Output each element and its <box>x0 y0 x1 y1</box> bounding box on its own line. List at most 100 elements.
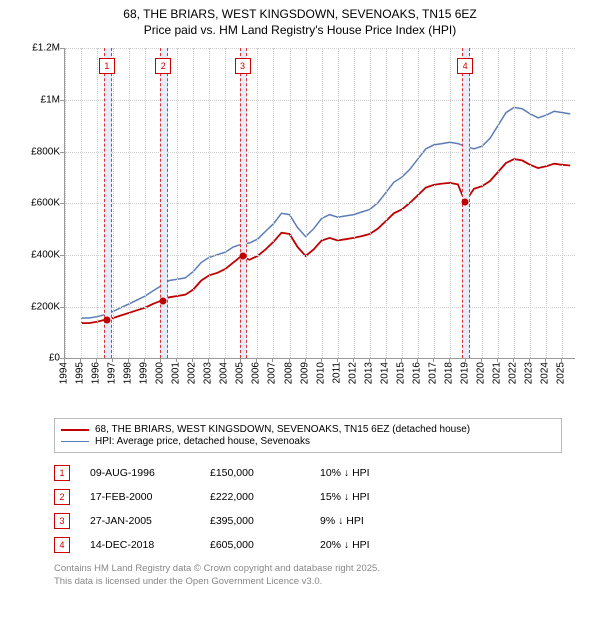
row-delta: 15% ↓ HPI <box>320 491 562 503</box>
sale-band <box>104 48 112 358</box>
x-tick-label: 2001 <box>171 362 182 384</box>
x-tick-label: 1996 <box>91 362 102 384</box>
table-row: 327-JAN-2005£395,0009% ↓ HPI <box>54 509 562 533</box>
row-marker: 1 <box>54 465 70 481</box>
x-gridline <box>129 48 130 358</box>
row-marker: 4 <box>54 537 70 553</box>
row-price: £605,000 <box>210 539 320 551</box>
x-gridline <box>498 48 499 358</box>
y-tick-mark <box>60 100 64 101</box>
x-tick-label: 1995 <box>75 362 86 384</box>
x-tick-label: 1999 <box>139 362 150 384</box>
y-tick-label: £0 <box>20 353 60 364</box>
legend-label: HPI: Average price, detached house, Seve… <box>95 436 310 447</box>
table-row: 217-FEB-2000£222,00015% ↓ HPI <box>54 485 562 509</box>
row-date: 17-FEB-2000 <box>90 491 210 503</box>
x-tick-label: 2016 <box>411 362 422 384</box>
plot-area: 1 2 3 4 <box>64 48 575 359</box>
x-gridline <box>450 48 451 358</box>
x-gridline <box>65 48 66 358</box>
x-gridline <box>145 48 146 358</box>
x-gridline <box>562 48 563 358</box>
table-row: 1 09-AUG-1996£150,00010% ↓ HPI <box>54 461 562 485</box>
sale-band <box>160 48 168 358</box>
x-tick-label: 2023 <box>524 362 535 384</box>
x-gridline <box>257 48 258 358</box>
price-chart: 1234 £0£200K£400K£600K£800K£1M£1.2M19941… <box>20 42 580 412</box>
y-tick-label: £400K <box>20 250 60 261</box>
sale-price-point <box>160 298 167 305</box>
y-tick-mark <box>60 48 64 49</box>
legend-label: 68, THE BRIARS, WEST KINGSDOWN, SEVENOAK… <box>95 424 470 435</box>
x-tick-label: 2002 <box>187 362 198 384</box>
x-tick-label: 2021 <box>492 362 503 384</box>
x-gridline <box>193 48 194 358</box>
x-gridline <box>209 48 210 358</box>
y-tick-mark <box>60 203 64 204</box>
x-tick-label: 2020 <box>475 362 486 384</box>
x-tick-label: 2011 <box>331 362 342 384</box>
x-gridline <box>402 48 403 358</box>
x-gridline <box>81 48 82 358</box>
x-gridline <box>273 48 274 358</box>
row-delta: 10% ↓ HPI <box>320 467 562 479</box>
legend-item: 68, THE BRIARS, WEST KINGSDOWN, SEVENOAK… <box>61 424 555 435</box>
row-price: £150,000 <box>210 467 320 479</box>
x-tick-label: 2003 <box>203 362 214 384</box>
row-delta: 9% ↓ HPI <box>320 515 562 527</box>
y-tick-label: £800K <box>20 146 60 157</box>
legend-item: HPI: Average price, detached house, Seve… <box>61 436 555 447</box>
series-line <box>81 159 570 323</box>
sale-marker: 1 <box>99 58 115 74</box>
x-tick-label: 2025 <box>556 362 567 384</box>
y-tick-mark <box>60 255 64 256</box>
x-gridline <box>370 48 371 358</box>
y-tick-label: £1.2M <box>20 43 60 54</box>
table-row: 4 14-DEC-2018£605,00020% ↓ HPI <box>54 533 562 557</box>
x-gridline <box>338 48 339 358</box>
x-tick-label: 1998 <box>123 362 134 384</box>
x-tick-label: 2009 <box>299 362 310 384</box>
x-gridline <box>322 48 323 358</box>
x-tick-label: 2012 <box>347 362 358 384</box>
sale-price-point <box>103 316 110 323</box>
x-tick-label: 2005 <box>235 362 246 384</box>
x-gridline <box>225 48 226 358</box>
x-gridline <box>546 48 547 358</box>
x-tick-label: 2019 <box>459 362 470 384</box>
row-price: £222,000 <box>210 491 320 503</box>
legend-swatch <box>61 429 89 431</box>
x-tick-label: 2007 <box>267 362 278 384</box>
x-gridline <box>386 48 387 358</box>
sale-marker: 4 <box>457 58 473 74</box>
y-tick-mark <box>60 307 64 308</box>
y-tick-mark <box>60 152 64 153</box>
y-tick-label: £1M <box>20 95 60 106</box>
sale-band <box>240 48 248 358</box>
title-line-2: Price paid vs. HM Land Registry's House … <box>144 23 456 37</box>
x-tick-label: 2024 <box>540 362 551 384</box>
x-tick-label: 2018 <box>443 362 454 384</box>
row-delta: 20% ↓ HPI <box>320 539 562 551</box>
title-line-1: 68, THE BRIARS, WEST KINGSDOWN, SEVENOAK… <box>123 7 476 21</box>
y-tick-label: £600K <box>20 198 60 209</box>
x-gridline <box>530 48 531 358</box>
x-tick-label: 2000 <box>155 362 166 384</box>
chart-title: 68, THE BRIARS, WEST KINGSDOWN, SEVENOAK… <box>10 6 590 38</box>
legend-swatch <box>61 441 89 442</box>
sale-marker: 3 <box>235 58 251 74</box>
row-date: 09-AUG-1996 <box>90 467 210 479</box>
row-date: 14-DEC-2018 <box>90 539 210 551</box>
x-gridline <box>482 48 483 358</box>
x-gridline <box>306 48 307 358</box>
sale-price-point <box>462 199 469 206</box>
x-gridline <box>434 48 435 358</box>
x-gridline <box>354 48 355 358</box>
x-gridline <box>514 48 515 358</box>
x-tick-label: 1997 <box>107 362 118 384</box>
row-date: 27-JAN-2005 <box>90 515 210 527</box>
x-tick-label: 2010 <box>315 362 326 384</box>
footer-line-1: Contains HM Land Registry data © Crown c… <box>54 563 562 575</box>
sale-marker: 2 <box>155 58 171 74</box>
x-gridline <box>97 48 98 358</box>
